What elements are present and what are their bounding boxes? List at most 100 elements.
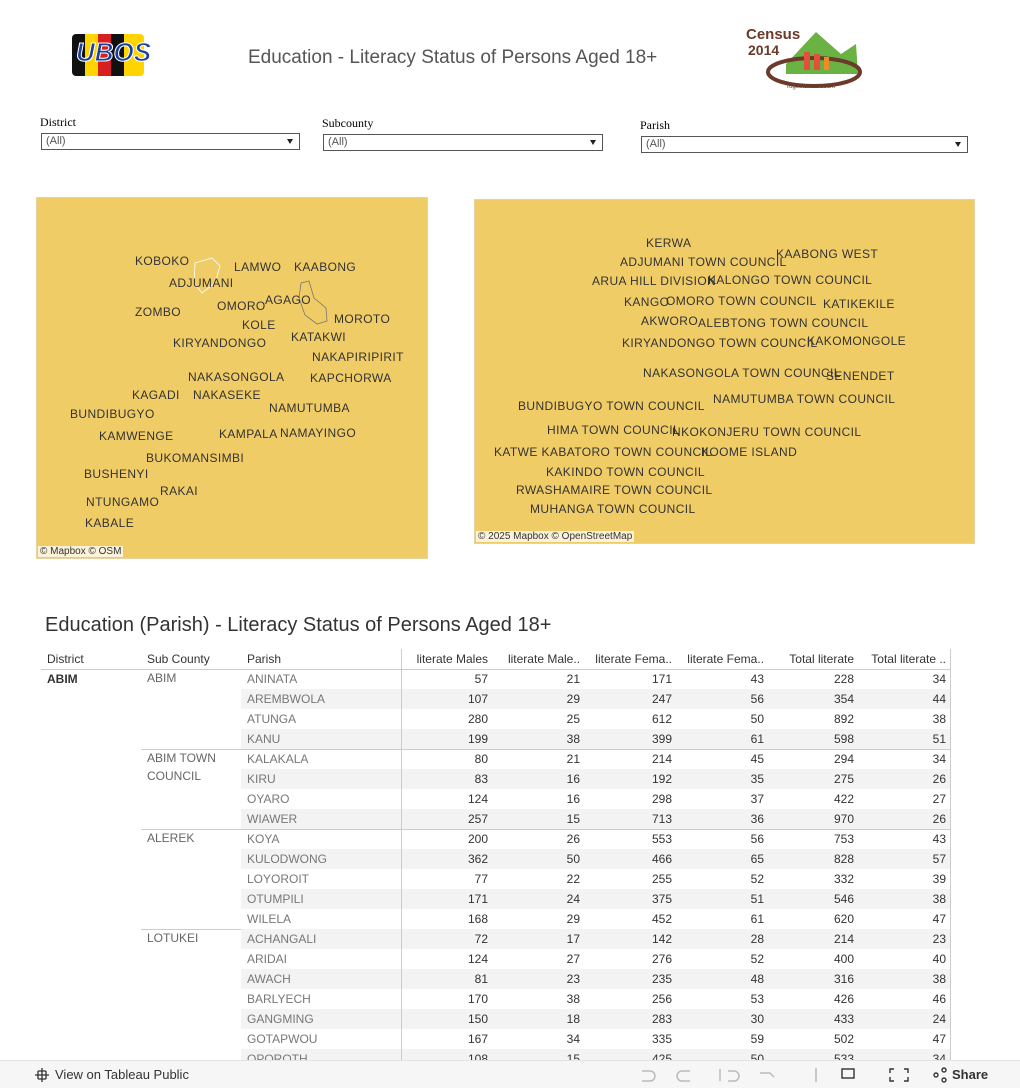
value-cell: 51 [932,732,946,746]
value-cell: 43 [932,832,946,846]
share-button[interactable]: Share [952,1067,989,1082]
parish-cell: AREMBWOLA [247,692,326,706]
map-label: SENENDET [826,369,895,383]
column-header: literate Male.. [507,652,580,666]
value-cell: 29 [566,692,580,706]
parish-cell: LOYOROIT [247,872,310,886]
filter-dropdown[interactable]: (All) [41,133,300,150]
map-label: KATAKWI [291,330,347,344]
map-label: KAMWENGE [99,429,174,443]
value-cell: 107 [467,692,488,706]
map-label: KATIKEKILE [823,297,895,311]
value-cell: 56 [750,832,764,846]
column-header: Total literate [789,652,854,666]
map-label: ARUA HILL DIVISION [592,274,717,288]
group-rule [141,749,950,750]
value-cell: 26 [932,812,946,826]
row-stripe [241,969,950,989]
map-label: RAKAI [160,484,199,498]
undo[interactable] [642,1070,656,1082]
value-cell: 59 [750,1032,764,1046]
map-label: KOLE [242,318,276,332]
census-line1: Census [746,26,801,43]
refresh[interactable] [760,1072,775,1078]
fullscreen[interactable] [889,1068,909,1082]
row-stripe [241,849,950,869]
value-cell: 23 [566,972,580,986]
parish-cell: OTUMPILI [247,892,304,906]
map-label: BUSHENYI [84,467,149,481]
value-cell: 828 [833,852,854,866]
revert[interactable] [719,1069,740,1082]
filter-dropdown[interactable]: (All) [323,134,603,151]
value-cell: 44 [932,692,946,706]
value-cell: 280 [467,712,488,726]
value-cell: 83 [474,772,488,786]
value-cell: 15 [566,812,580,826]
value-cell: 400 [833,952,854,966]
value-cell: 124 [467,792,488,806]
map-label: AKWORO [641,314,699,328]
subcounty-cell: ABIM [147,671,177,685]
row-stripe [241,689,950,709]
dropdown-arrow [955,142,961,147]
value-cell: 256 [651,992,672,1006]
value-cell: 39 [932,872,946,886]
parish-cell: ANINATA [247,672,298,686]
map-label: HIMA TOWN COUNCIL [547,423,681,437]
map-label: KOOME ISLAND [701,445,798,459]
map-label: BUNDIBUGYO TOWN COUNCIL [518,399,705,413]
value-cell: 38 [932,972,946,986]
parish-cell: ACHANGALI [247,932,317,946]
column-header: Parish [247,652,282,666]
value-cell: 50 [566,852,580,866]
table-title: Education (Parish) - Literacy Status of … [45,614,552,636]
dropdown-value: (All) [46,135,66,147]
value-cell: 38 [566,992,580,1006]
district-cell: ABIM [47,672,78,686]
value-cell: 612 [651,712,672,726]
census-graphic [766,32,862,88]
census-line2: 2014 [748,42,780,58]
column-header: literate Males [416,652,488,666]
value-cell: 30 [750,1012,764,1026]
value-cell: 170 [467,992,488,1006]
value-cell: 422 [833,792,854,806]
map-label: NAKAPIRIPIRIT [312,350,404,364]
parish-cell: KIRU [247,772,276,786]
parish-cell: KOYA [247,832,280,846]
value-cell: 171 [467,892,488,906]
download[interactable] [841,1068,855,1079]
map-label: KAABONG [294,260,357,274]
value-cell: 452 [651,912,672,926]
map-label: KERWA [646,236,692,250]
value-cell: 53 [750,992,764,1006]
value-cell: 276 [651,952,672,966]
parish-cell: WIAWER [247,812,298,826]
person [824,57,829,70]
value-cell: 38 [566,732,580,746]
redo[interactable] [676,1070,690,1082]
map-label: KIRYANDONGO [173,336,267,350]
column-header: Total literate .. [871,652,946,666]
map-label: KOBOKO [135,254,190,268]
value-cell: 51 [750,892,764,906]
parish-cell: KALAKALA [247,752,309,766]
map-label: NAKASEKE [193,388,261,402]
column-header: District [47,652,84,666]
subcounty-cell: LOTUKEI [147,931,199,945]
value-cell: 275 [833,772,854,786]
parish-cell: BARLYECH [247,992,311,1006]
outline [193,257,221,294]
value-cell: 40 [932,952,946,966]
value-cell: 168 [467,912,488,926]
parish-cell: ATUNGA [247,712,297,726]
value-cell: 298 [651,792,672,806]
value-cell: 37 [750,792,764,806]
filter-dropdown[interactable]: (All) [641,136,968,153]
value-cell: 24 [932,1012,946,1026]
value-cell: 335 [651,1032,672,1046]
value-cell: 24 [566,892,580,906]
value-cell: 150 [467,1012,488,1026]
view-link[interactable]: View on Tableau Public [55,1067,189,1082]
